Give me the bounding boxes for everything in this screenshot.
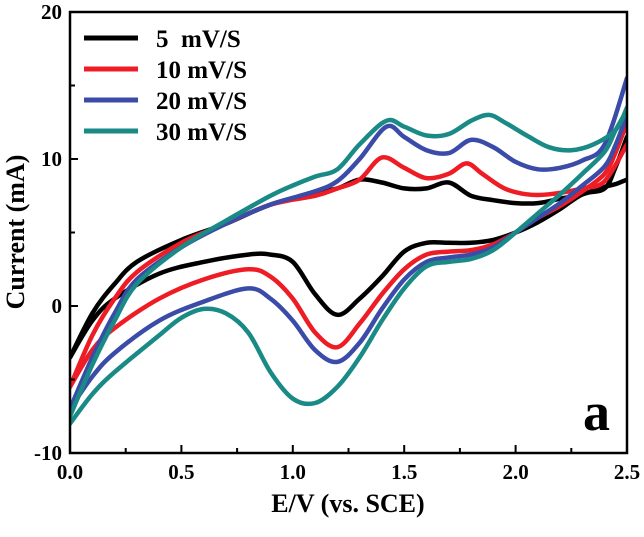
series-2-cathodic-line	[70, 120, 627, 390]
legend-label-2: 10 mV/S	[156, 57, 247, 84]
y-tick-label: -10	[34, 441, 62, 465]
panel-label: a	[583, 382, 610, 442]
series-3	[70, 75, 627, 412]
series-2-anodic-line	[70, 142, 627, 390]
x-tick-label: 2.0	[502, 460, 528, 484]
plot-frame	[68, 10, 629, 455]
y-tick-label: 10	[41, 147, 62, 171]
y-axis-title: Current (mA)	[1, 155, 30, 310]
curves-layer	[70, 75, 627, 426]
series-2	[70, 120, 627, 390]
y-axis: -10 0 10 20	[34, 0, 78, 465]
series-4-anodic-line	[70, 105, 627, 419]
x-tick-label: 2.5	[614, 460, 640, 484]
series-1-cathodic-line	[70, 134, 627, 360]
series-3-anodic-line	[70, 75, 627, 412]
legend-label-1: 5 mV/S	[156, 26, 241, 53]
x-axis-title: E/V (vs. SCE)	[271, 489, 424, 518]
legend: 5 mV/S 10 mV/S 20 mV/S 30 mV/S	[84, 26, 247, 146]
y-tick-label: 0	[52, 294, 63, 318]
x-tick-label: 1.5	[391, 460, 417, 484]
x-axis: 0.0 0.5 1.0 1.5 2.0 2.5	[57, 445, 640, 484]
x-tick-label: 0.5	[168, 460, 194, 484]
x-tick-label: 0.0	[57, 460, 83, 484]
series-4-cathodic-line	[70, 108, 627, 426]
legend-label-3: 20 mV/S	[156, 88, 247, 115]
y-tick-label: 20	[41, 0, 62, 24]
x-tick-label: 1.0	[280, 460, 306, 484]
series-3-cathodic-line	[70, 112, 627, 412]
series-4	[70, 105, 627, 426]
legend-label-4: 30 mV/S	[156, 119, 247, 146]
